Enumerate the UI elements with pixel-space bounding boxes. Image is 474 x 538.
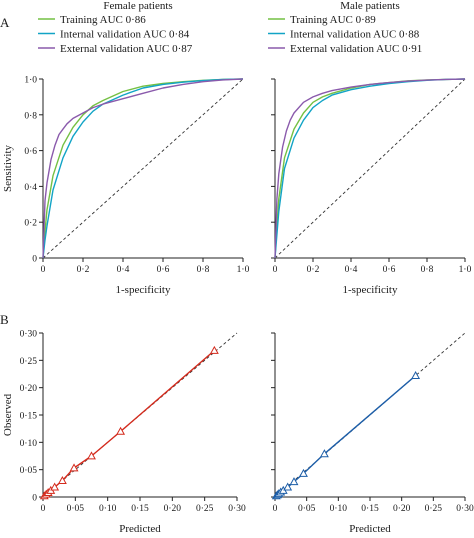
chart-1-x-tick-label: 1·0 [237,265,250,275]
chart-1-y-tick-label: 0·8 [24,111,37,121]
chart-3-x-tick-label: 0·30 [228,504,246,514]
chart-3-series-1-point [50,482,60,491]
chart-3-x-axis-label: Predicted [119,523,161,533]
chart-4-x-tick-label: 0·30 [456,504,474,514]
chart-4-series-1-point [319,449,329,458]
chart-2-series-3-line [274,78,466,259]
chart-2-title: Male patients [340,0,400,12]
chart-3-y-tick-label: 0·05 [20,466,38,476]
chart-1-title: Female patients [103,0,172,12]
chart-1-x-tick-label: 0·8 [197,265,210,275]
chart-3-y-tick-label: 0 [32,494,37,504]
chart-4-x-tick-label: 0·20 [393,504,411,514]
chart-2-x-tick-label: 0·8 [421,265,434,275]
chart-3-x-tick-label: 0 [41,504,46,514]
panel-a-label: A [0,15,10,30]
chart-2-reference-line [274,78,466,259]
chart-4-x-axis-label: Predicted [349,523,391,533]
chart-1-y-tick-label: 1·0 [24,76,37,86]
chart-2-x-axis-label: 1-specificity [343,284,398,296]
chart-2-legend-label: External validation AUC 0·91 [290,43,422,55]
chart-2-legend-label: Training AUC 0·89 [290,14,376,26]
chart-1-x-tick-label: 0·6 [157,265,170,275]
chart-2-x-tick-label: 0·4 [345,265,358,275]
panel-b-label: B [0,312,9,327]
chart-3-x-tick-label: 0·25 [196,504,214,514]
chart-1-y-tick-label: 0·2 [24,219,37,229]
chart-2-x-tick-label: 0·6 [383,265,396,275]
chart-1-series-2-line [42,78,244,259]
chart-4-x-tick-label: 0 [273,504,278,514]
chart-4-series-1-point [299,468,308,477]
chart-3-y-tick-label: 0·20 [20,384,38,394]
chart-4-x-tick-label: 0·05 [298,504,316,514]
chart-1-reference-line [42,78,244,259]
chart-1-x-tick-label: 0·2 [77,265,90,275]
chart-3-series-1-point [69,463,79,472]
chart-1-x-axis-label: 1-specificity [116,284,171,296]
chart-4-series-1-point [411,371,421,380]
chart-4-x-tick-label: 0·15 [361,504,379,514]
chart-1-x-tick-label: 0 [41,265,46,275]
chart-3-x-tick-label: 0·15 [131,504,149,514]
chart-1-y-tick-label: 0·4 [24,183,37,193]
chart-4-x-tick-label: 0·10 [330,504,348,514]
chart-4-series-1-point [283,482,293,491]
chart-1-legend-label: Internal validation AUC 0·84 [60,29,190,41]
chart-2-x-tick-label: 0·2 [307,265,320,275]
chart-1-x-tick-label: 0·4 [117,265,130,275]
chart-2-legend-label: Internal validation AUC 0·88 [290,29,420,41]
chart-3-x-tick-label: 0·10 [99,504,117,514]
chart-3-y-axis-label: Observed [2,393,14,436]
chart-3-series-1-point [116,426,126,435]
chart-3-series-1-point [87,451,96,460]
chart-3-y-tick-label: 0·15 [20,412,38,422]
chart-4-series-1-point [289,477,299,486]
chart-3-x-tick-label: 0·20 [164,504,182,514]
chart-1-y-tick-label: 0 [32,255,37,265]
chart-1-y-tick-label: 0·6 [24,147,37,157]
chart-1-y-axis-label: Sensitivity [2,144,14,192]
chart-4-reference-line [274,332,466,498]
chart-2-x-tick-label: 0 [273,265,278,275]
chart-3-y-tick-label: 0·30 [20,330,38,340]
chart-4-x-tick-label: 0·25 [425,504,443,514]
chart-2-x-tick-label: 1·0 [459,265,472,275]
chart-3-x-tick-label: 0·05 [67,504,85,514]
chart-1-series-3-line [42,78,244,259]
chart-3-y-tick-label: 0·25 [20,357,38,367]
chart-1-legend-label: Training AUC 0·86 [60,14,146,26]
chart-3-y-tick-label: 0·10 [20,439,38,449]
chart-1-legend-label: External validation AUC 0·87 [60,43,193,55]
chart-3-series-1-point [209,345,219,354]
chart-3-series-1-point [57,475,67,484]
